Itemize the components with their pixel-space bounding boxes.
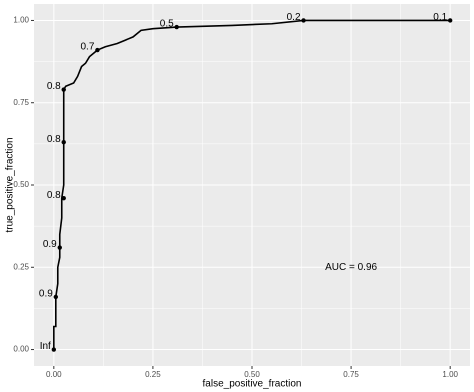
x-tick-label: 0.00 xyxy=(46,370,62,379)
y-tick-label: 0.25 xyxy=(13,262,29,271)
cutoff-point xyxy=(61,195,66,201)
x-tick-label: 0.75 xyxy=(343,370,359,379)
cutoff-label: 0.1 xyxy=(433,12,447,23)
x-tick-label: 0.50 xyxy=(244,370,260,379)
cutoff-label: 0.2 xyxy=(287,12,301,23)
y-tick-label: 1.00 xyxy=(13,16,29,25)
cutoff-point xyxy=(61,87,66,92)
cutoff-point xyxy=(301,18,306,23)
cutoff-label: 0.8 xyxy=(47,134,61,145)
cutoff-label: 0.8 xyxy=(47,81,61,92)
x-axis-title: false_positive_fraction xyxy=(203,379,302,390)
y-tick-label: 0.00 xyxy=(13,345,29,354)
cutoff-label: 0.8 xyxy=(47,190,61,201)
cutoff-point xyxy=(53,294,58,300)
cutoff-point xyxy=(61,140,66,145)
y-tick-label: 0.75 xyxy=(13,98,29,107)
cutoff-point xyxy=(95,47,100,53)
y-axis-title: true_positive_fraction xyxy=(5,137,16,232)
cutoff-point xyxy=(51,347,57,352)
cutoff-label: 0.9 xyxy=(39,289,53,300)
cutoff-label: 0.7 xyxy=(81,42,95,53)
cutoff-point xyxy=(174,24,179,30)
x-tick-label: 0.25 xyxy=(145,370,161,379)
x-tick-label: 1.00 xyxy=(442,370,458,379)
cutoff-label: 0.9 xyxy=(43,239,57,250)
annotation: AUC = 0.96 xyxy=(325,262,377,273)
cutoff-point xyxy=(447,18,453,23)
cutoff-label: Inf xyxy=(40,341,51,352)
cutoff-point xyxy=(57,245,62,250)
y-tick-label: 0.50 xyxy=(13,180,29,189)
roc-curve xyxy=(53,19,451,350)
cutoff-label: 0.5 xyxy=(160,19,174,30)
